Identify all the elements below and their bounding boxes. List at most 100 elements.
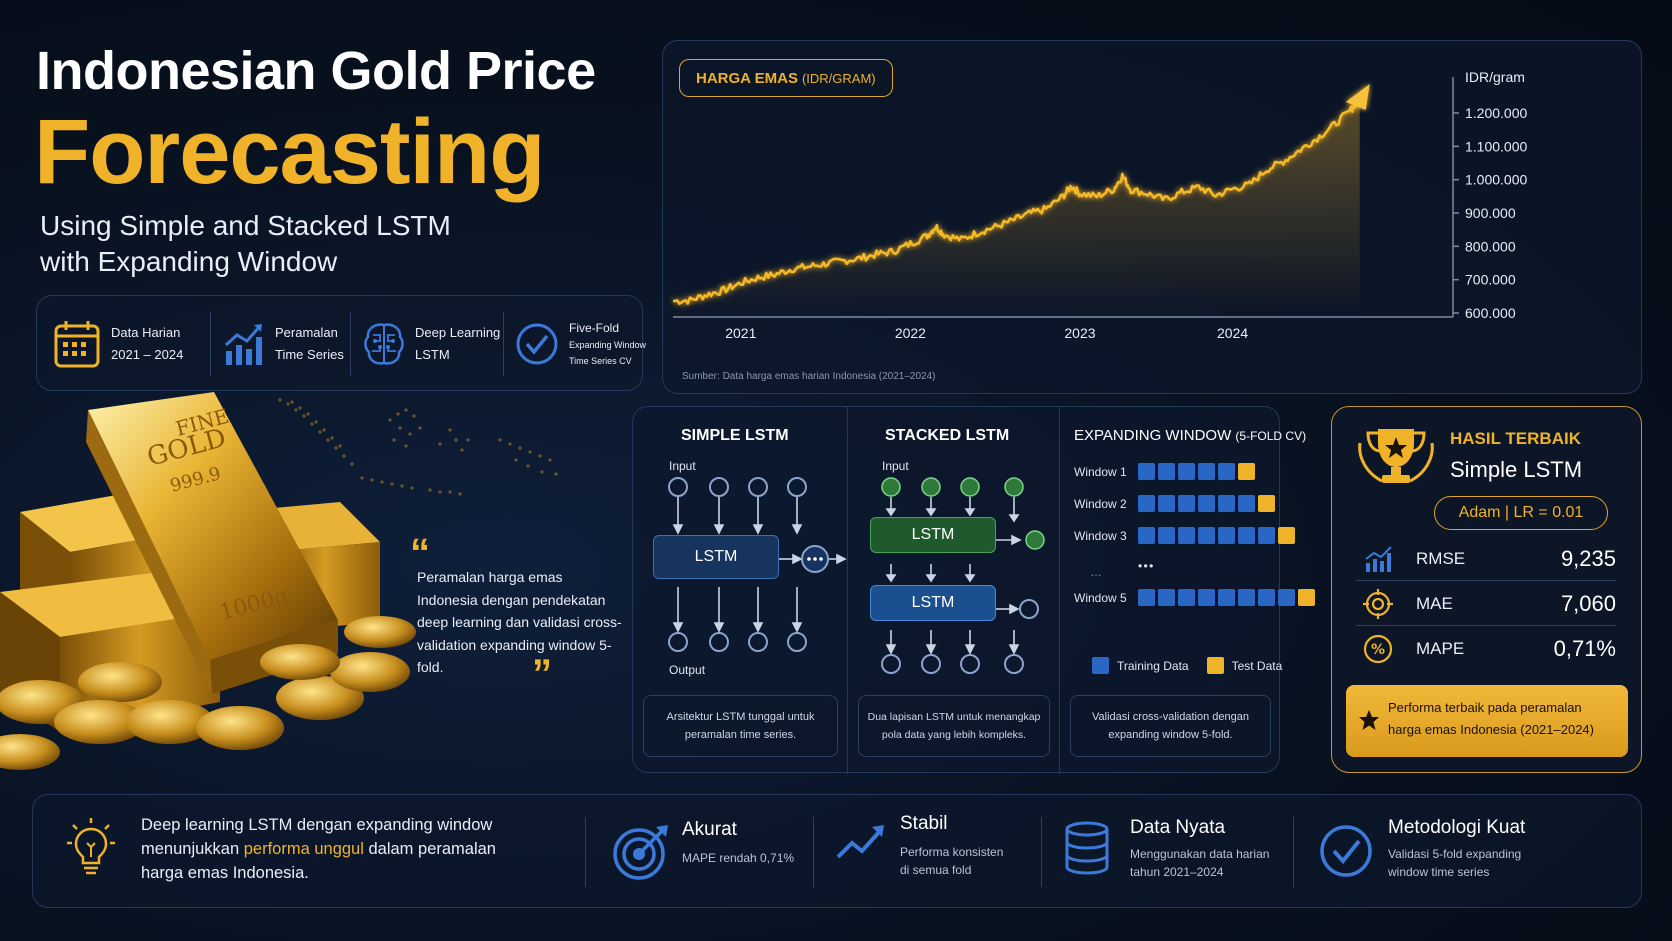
gold-bars-illustration: FINE GOLD 999.9 1000g	[0, 392, 558, 770]
stacked-lstm-diagram	[881, 477, 1045, 674]
quote-open-icon: “	[410, 531, 430, 575]
y-tick-label: 800.000	[1465, 238, 1516, 254]
y-tick-label: 900.000	[1465, 205, 1516, 221]
window-row: Window 3	[1074, 527, 1298, 544]
metric-row-mape: % MAPE 0,71%	[1356, 627, 1616, 671]
training-block	[1178, 527, 1195, 544]
benefit-real-data: Data Nyata Menggunakan data harian tahun…	[1042, 817, 1294, 887]
x-tick-label: 2022	[895, 325, 926, 341]
models-panel: SIMPLE LSTM Input LSTM Outpu	[632, 406, 1315, 774]
x-tick-label: 2023	[1064, 325, 1095, 341]
legend: Training Data Test Data	[1092, 657, 1282, 674]
bar-chart-icon	[224, 324, 262, 365]
benefit-desc: Performa konsisten	[900, 845, 1004, 859]
indonesia-map	[278, 398, 558, 496]
stacked-lstm-description: Dua lapisan LSTM untuk menangkap pola da…	[858, 695, 1050, 757]
quote-text: Peramalan harga emas Indonesia dengan pe…	[417, 569, 622, 675]
training-block	[1158, 527, 1175, 544]
feature-label: Peramalan	[275, 325, 338, 340]
chart-badge-label: HARGA EMAS	[696, 69, 798, 87]
legend-test-label: Test Data	[1231, 658, 1283, 673]
training-block	[1198, 589, 1215, 606]
benefit-desc: Validasi 5-fold expanding	[1388, 847, 1522, 861]
summary-line-1: Deep learning LSTM dengan expanding wind…	[141, 816, 493, 834]
title-line-2: Forecasting	[34, 101, 545, 203]
simple-lstm-block: LSTM	[653, 535, 779, 579]
summary-text-part: menunjukkan	[141, 840, 244, 858]
expanding-window-subtitle: (5-FOLD CV)	[1235, 429, 1307, 443]
y-tick-label: 600.000	[1465, 305, 1516, 321]
training-block	[1158, 589, 1175, 606]
stacked-input-label: Input	[882, 459, 909, 473]
metric-name: MAPE	[1416, 639, 1465, 658]
bar-chart-icon	[1365, 545, 1392, 572]
x-tick-label: 2021	[725, 325, 756, 341]
stacked-lstm-column: STACKED LSTM Input	[848, 407, 1060, 774]
gold-price-chart-panel: HARGA EMAS (IDR/GRAM) IDR/gram 1.200.000 1…	[662, 40, 1642, 394]
legend-test-swatch	[1206, 657, 1224, 674]
test-block	[1278, 527, 1295, 544]
summary-highlight: performa unggul	[243, 840, 364, 858]
metric-name: RMSE	[1416, 548, 1466, 568]
training-block	[1138, 527, 1155, 544]
stacked-lstm-title: STACKED LSTM	[885, 427, 1010, 444]
trend-arrow-head	[1345, 84, 1370, 110]
metric-value: 9,235	[1560, 545, 1616, 571]
y-axis-label: IDR/gram	[1465, 69, 1525, 85]
training-block	[1278, 589, 1295, 606]
svg-text:%: %	[1371, 642, 1385, 658]
banner-line-1: Performa terbaik pada peramalan	[1388, 700, 1582, 715]
training-block	[1238, 589, 1255, 606]
chart-source: Sumber: Data harga emas harian Indonesia…	[682, 371, 936, 382]
feature-label: Deep Learning	[415, 325, 501, 340]
chart-badge: HARGA EMAS (IDR/GRAM)	[679, 59, 893, 97]
expanding-window-column: EXPANDING WINDOW (5-FOLD CV) Window 1 Win…	[1060, 407, 1315, 774]
training-block	[1178, 463, 1195, 480]
legend-train-swatch	[1092, 657, 1109, 674]
database-icon	[1065, 821, 1109, 875]
window-label: Window 5	[1074, 590, 1127, 605]
line-chart: IDR/gram 1.200.000 1.100.000 1.000.000 900.0…	[673, 69, 1527, 341]
x-tick-label: 2024	[1217, 325, 1248, 341]
series-line	[673, 97, 1361, 305]
check-circle-icon	[516, 323, 558, 365]
best-result-heading: HASIL TERBAIK	[1450, 429, 1581, 448]
simple-lstm-diagram	[668, 477, 847, 652]
benefit-accurate: Akurat MAPE rendah 0,71%	[586, 817, 814, 887]
training-block	[1218, 527, 1235, 544]
summary-line-3: harga emas Indonesia.	[141, 864, 309, 882]
subtitle-line-1: Using Simple and Stacked LSTM	[40, 210, 451, 241]
chart-badge-unit: (IDR/GRAM)	[801, 70, 876, 86]
expanding-window-title: EXPANDING WINDOW	[1074, 427, 1232, 444]
best-model-name: Simple LSTM	[1450, 457, 1583, 482]
feature-label: LSTM	[415, 347, 450, 362]
window-row: Window 2	[1074, 495, 1278, 512]
training-block	[1198, 527, 1215, 544]
series-area	[673, 98, 1360, 317]
banner-line-2: harga emas Indonesia (2021–2024)	[1388, 722, 1594, 737]
training-block	[1238, 495, 1255, 512]
benefit-stable: Stabil Performa konsisten di semua fold	[814, 813, 1042, 887]
trend-up-icon	[836, 825, 884, 859]
optimizer-params: Adam | LR = 0.01	[1434, 496, 1608, 530]
benefit-desc: Menggunakan data harian	[1130, 847, 1270, 861]
feature-label: Five-Fold	[569, 321, 620, 335]
features-strip: Data Harian 2021 – 2024 Peramalan Time S…	[36, 295, 646, 392]
benefit-title: Stabil	[900, 813, 948, 834]
summary-text-part: dalam peramalan	[363, 840, 496, 858]
training-block	[1198, 463, 1215, 480]
y-tick-label: 1.100.000	[1465, 138, 1527, 154]
gold-coins	[0, 616, 416, 770]
training-block	[1258, 527, 1275, 544]
percent-icon: %	[1363, 634, 1393, 664]
feature-deep-learning: Deep Learning LSTM	[363, 296, 500, 392]
training-block	[1198, 495, 1215, 512]
summary-column: Deep learning LSTM dengan expanding wind…	[33, 816, 586, 887]
test-block	[1298, 589, 1315, 606]
divider	[210, 312, 211, 376]
benefit-methodology: Metodologi Kuat Validasi 5-fold expandin…	[1294, 817, 1643, 887]
simple-lstm-column: SIMPLE LSTM Input LSTM Outpu	[633, 407, 848, 774]
training-block	[1178, 589, 1195, 606]
stacked-lstm-block-2: LSTM	[870, 585, 996, 621]
training-block	[1238, 527, 1255, 544]
